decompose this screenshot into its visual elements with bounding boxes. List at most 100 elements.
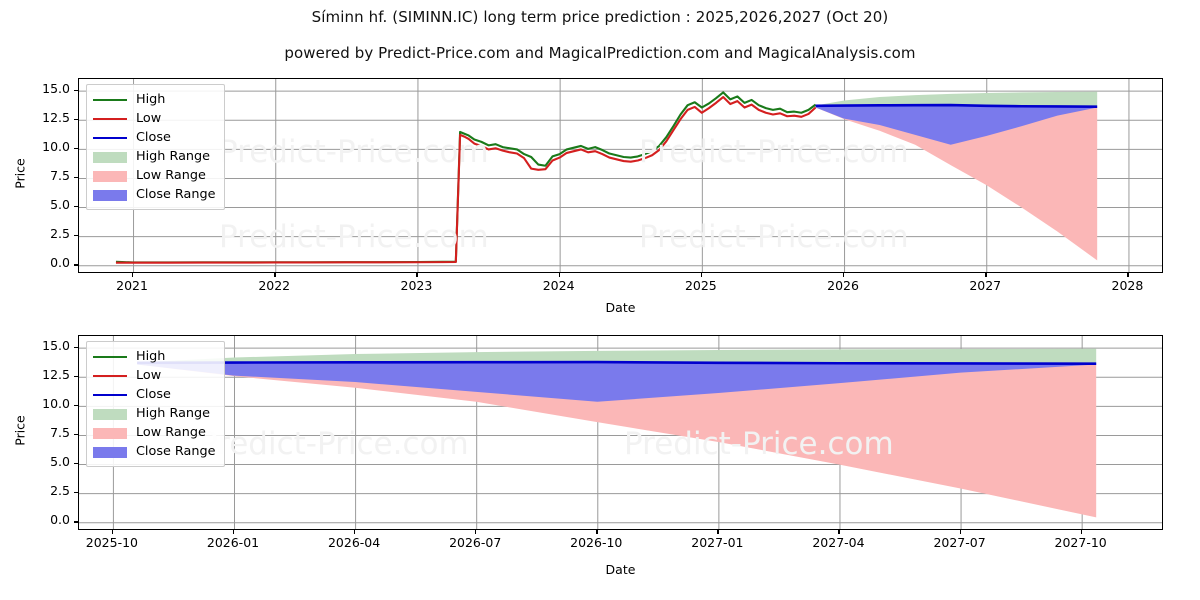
legend-item-high[interactable]: High (93, 90, 216, 109)
bottom-y-tick-label: 2.5 (50, 483, 70, 499)
bottom-x-tick-mark (354, 530, 356, 534)
bottom-y-tick-mark (74, 433, 78, 436)
bottom-x-tick-mark (717, 530, 719, 534)
top-x-tick-mark (558, 273, 560, 277)
legend-item-label: High Range (136, 149, 211, 164)
bottom-x-tick-label: 2027-10 (1054, 535, 1107, 550)
legend-item-high-range[interactable]: High Range (93, 147, 216, 166)
bottom-x-tick-label: 2026-07 (449, 535, 502, 550)
top-x-tick-label: 2025 (684, 278, 717, 293)
top-x-tick-label: 2027 (969, 278, 1002, 293)
legend-item-label: Close (136, 387, 171, 402)
top-y-tick-mark (74, 176, 78, 179)
bottom-y-tick-mark (74, 404, 78, 407)
legend-item-close[interactable]: Close (93, 385, 216, 404)
bottom-x-tick-mark (233, 530, 235, 534)
top-y-tick-label: 5.0 (50, 197, 70, 213)
bottom-x-tick-label: 2025-10 (85, 535, 139, 550)
legend-item-label: Low (136, 111, 162, 126)
top-x-tick-label: 2022 (258, 278, 291, 293)
bottom-x-tick-label: 2027-04 (812, 535, 865, 550)
top-y-tick-label: 12.5 (42, 109, 70, 125)
legend-item-label: High (136, 349, 166, 364)
bottom-x-tick-label: 2027-07 (933, 535, 986, 550)
top-y-tick-label: 15.0 (42, 80, 70, 96)
legend-item-label: Close Range (136, 444, 216, 459)
bottom-x-tick-mark (1080, 530, 1082, 534)
top-x-axis-label: Date (605, 300, 636, 315)
bottom-x-tick-mark (475, 530, 477, 534)
bottom-y-tick-label: 12.5 (42, 366, 70, 382)
top-x-tick-mark (274, 273, 276, 277)
top-y-axis-label: Price (12, 157, 28, 189)
bottom-y-tick-label: 5.0 (50, 454, 70, 470)
bottom-x-tick-label: 2026-04 (327, 535, 381, 550)
bottom-y-tick-mark (74, 521, 78, 523)
legend-item-close[interactable]: Close (93, 128, 216, 147)
top-x-tick-mark (1127, 273, 1129, 277)
bottom-y-tick-mark (74, 346, 78, 348)
top-y-tick-label: 7.5 (50, 167, 70, 183)
legend-patch-swatch-icon (93, 169, 127, 183)
legend-item-high-range[interactable]: High Range (93, 404, 216, 423)
top-x-tick-mark (843, 273, 845, 277)
bottom-legend: High Low Close High Range Low Range Close Ran… (86, 341, 225, 467)
top-x-tick-mark (700, 273, 703, 277)
legend-item-label: High (136, 92, 166, 107)
legend-line-swatch-icon (93, 388, 127, 402)
bottom-x-tick-mark (959, 530, 961, 534)
top-y-tick-label: 10.0 (42, 138, 70, 154)
top-y-tick-label: 0.0 (50, 255, 70, 271)
bottom-y-tick-mark (74, 463, 78, 465)
legend-item-low[interactable]: Low (93, 109, 216, 128)
legend-item-high[interactable]: High (93, 347, 216, 366)
top-x-tick-mark (985, 273, 987, 277)
legend-line-swatch-icon (93, 350, 127, 364)
legend-item-label: Low (136, 368, 162, 383)
page-subtitle: powered by Predict-Price.com and Magical… (284, 44, 916, 62)
top-plot-area: Predict-Price.com Predict-Price.com Predic… (78, 78, 1163, 273)
bottom-x-axis-label: Date (605, 562, 636, 577)
legend-item-low[interactable]: Low (93, 366, 216, 385)
legend-line-swatch-icon (93, 369, 127, 383)
top-x-tick-mark (132, 273, 134, 277)
bottom-y-axis-label: Price (12, 414, 28, 446)
legend-item-label: Low Range (136, 168, 206, 183)
bottom-plot-area: Predict-Price.com Predict-Price.com (78, 335, 1163, 530)
legend-item-label: Close Range (136, 187, 216, 202)
legend-item-label: Low Range (136, 425, 206, 440)
legend-patch-swatch-icon (93, 188, 127, 202)
top-legend: High Low Close High Range Low Range Close Ran… (86, 84, 225, 210)
legend-patch-swatch-icon (93, 150, 127, 164)
bottom-y-tick-mark (74, 375, 78, 378)
top-x-tick-label: 2026 (827, 278, 859, 293)
top-x-tick-mark (416, 273, 418, 277)
legend-item-low-range[interactable]: Low Range (93, 166, 216, 185)
bottom-y-tick-mark (74, 492, 78, 494)
top-y-tick-mark (74, 118, 78, 121)
legend-item-close-range[interactable]: Close Range (93, 442, 216, 461)
top-x-tick-label: 2021 (116, 278, 148, 293)
top-y-tick-mark (74, 206, 78, 208)
bottom-x-tick-mark (111, 530, 114, 534)
legend-item-close-range[interactable]: Close Range (93, 185, 216, 204)
legend-item-label: High Range (136, 406, 211, 421)
bottom-x-tick-label: 2026-01 (206, 535, 260, 550)
page-title: Síminn hf. (SIMINN.IC) long term price p… (311, 8, 889, 26)
legend-item-low-range[interactable]: Low Range (93, 423, 216, 442)
bottom-y-tick-label: 10.0 (42, 395, 70, 411)
legend-patch-swatch-icon (93, 407, 127, 421)
legend-line-swatch-icon (93, 112, 127, 126)
top-x-tick-label: 2024 (542, 278, 575, 293)
legend-item-label: Close (136, 130, 171, 145)
top-y-tick-mark (74, 89, 78, 91)
top-y-tick-mark (74, 264, 78, 266)
top-x-tick-label: 2023 (400, 278, 433, 293)
bottom-y-tick-label: 0.0 (50, 512, 70, 528)
top-y-tick-mark (74, 147, 78, 150)
top-y-tick-label: 2.5 (50, 226, 70, 242)
legend-line-swatch-icon (93, 93, 127, 107)
bottom-x-tick-mark (838, 530, 840, 534)
bottom-y-tick-label: 15.0 (42, 337, 70, 353)
